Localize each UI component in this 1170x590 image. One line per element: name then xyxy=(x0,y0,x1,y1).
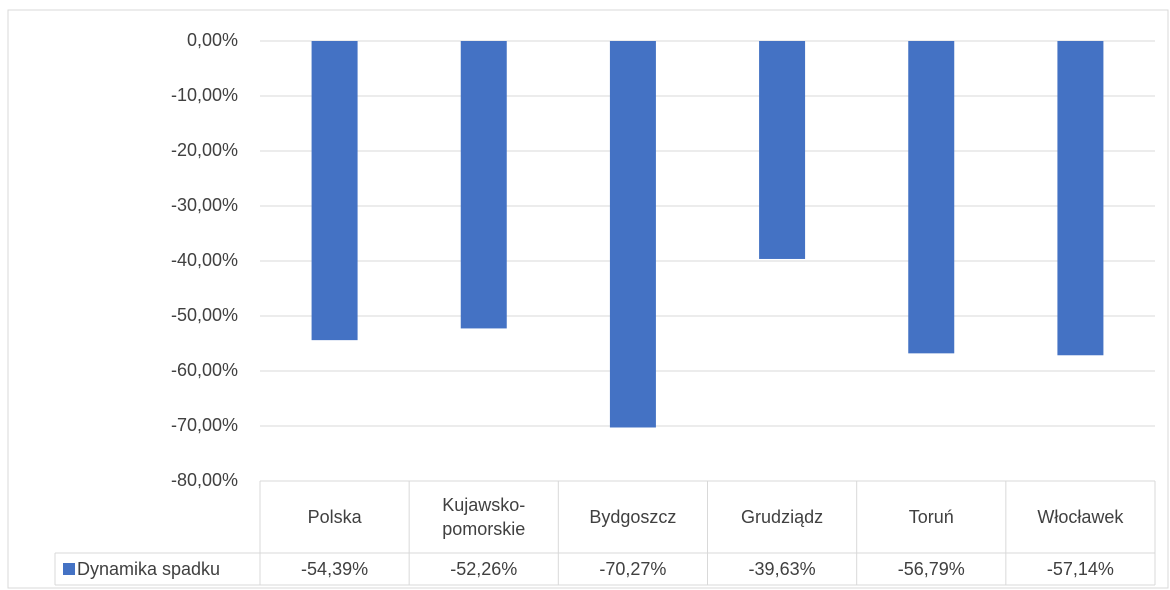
bar xyxy=(759,41,806,259)
y-tick-label: -40,00% xyxy=(171,250,238,270)
bar xyxy=(609,41,656,428)
data-label: -54,39% xyxy=(301,559,369,579)
data-label: -39,63% xyxy=(748,559,816,579)
y-tick-label: -50,00% xyxy=(171,305,238,325)
bar xyxy=(1057,41,1104,356)
y-tick-label: -60,00% xyxy=(171,360,238,380)
category-label: Grudziądz xyxy=(741,507,824,527)
y-tick-label: 0,00% xyxy=(187,30,238,50)
legend-swatch xyxy=(63,563,75,575)
y-tick-label: -30,00% xyxy=(171,195,238,215)
data-label: -56,79% xyxy=(897,559,965,579)
y-tick-label: -70,00% xyxy=(171,415,238,435)
y-tick-label: -80,00% xyxy=(171,470,238,490)
category-label: Kujawsko-pomorskie xyxy=(442,495,526,539)
data-label: -52,26% xyxy=(450,559,518,579)
legend-label: Dynamika spadku xyxy=(77,559,221,579)
category-label: Włocławek xyxy=(1037,507,1124,527)
chart-border xyxy=(7,9,1169,589)
category-label: Toruń xyxy=(908,507,954,527)
data-label: -70,27% xyxy=(599,559,667,579)
category-label: Bydgoszcz xyxy=(589,507,677,527)
y-tick-label: -20,00% xyxy=(171,140,238,160)
bar xyxy=(460,41,507,329)
data-label: -57,14% xyxy=(1046,559,1114,579)
category-label: Polska xyxy=(307,507,362,527)
y-tick-label: -10,00% xyxy=(171,85,238,105)
bar xyxy=(908,41,955,354)
bar xyxy=(311,41,358,341)
